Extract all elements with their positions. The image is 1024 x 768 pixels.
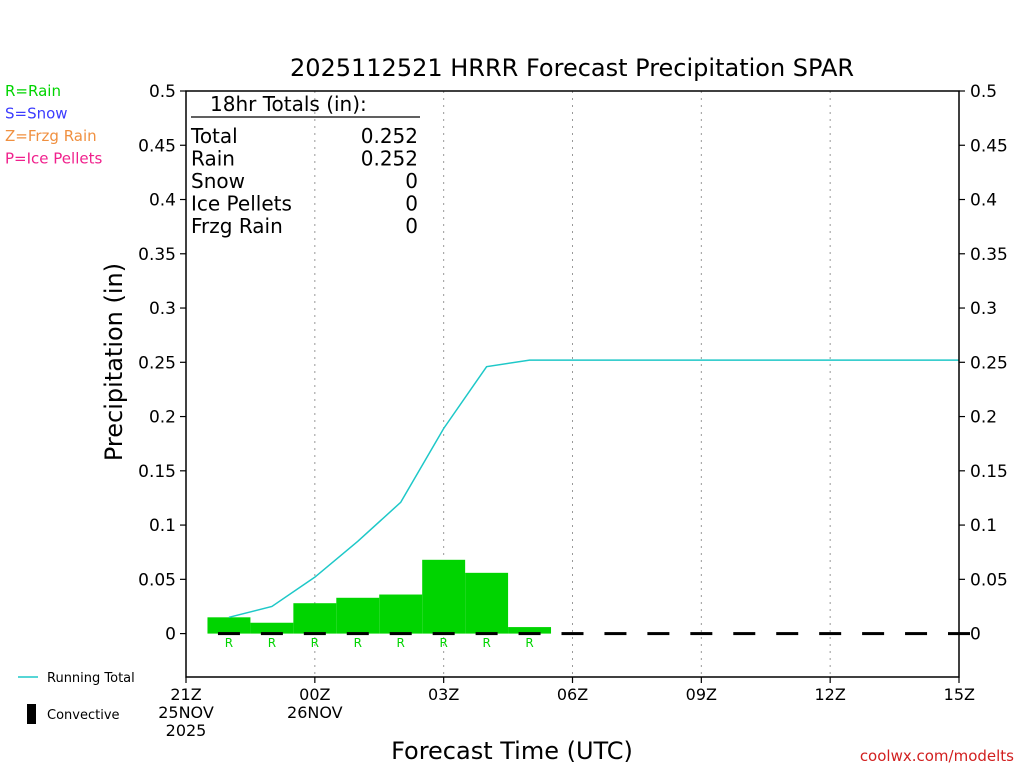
source-credit: coolwx.com/modelts <box>860 747 1014 765</box>
vertical-gridlines <box>314 91 831 677</box>
running-total-line <box>228 359 959 619</box>
y-tick-label: 0.35 <box>138 245 176 265</box>
running-total-line-group <box>228 359 959 619</box>
precip-bar <box>379 594 423 634</box>
chart-title: 2025112521 HRRR Forecast Precipitation S… <box>290 54 854 82</box>
precip-type-label: R <box>354 636 362 650</box>
x-tick-label: 26NOV <box>287 703 343 722</box>
totals-row-label: Ice Pellets <box>191 192 292 216</box>
x-tick-label: 25NOV <box>158 703 214 722</box>
totals-row-value: 0 <box>405 214 418 238</box>
x-tick-label: 06Z <box>557 685 588 704</box>
convective-bar <box>475 632 498 636</box>
precip-type-label: R <box>397 636 405 650</box>
precip-bar <box>293 603 337 634</box>
convective-bar <box>389 632 412 636</box>
convective-bar <box>432 632 455 636</box>
precip-bar <box>422 559 466 634</box>
convective-legend-swatch <box>27 704 36 724</box>
precip-bar <box>465 572 509 634</box>
totals-row-value: 0.252 <box>361 147 418 171</box>
x-tick-label: 15Z <box>944 685 975 704</box>
totals-row-value: 0 <box>405 192 418 216</box>
y-tick-label: 0.25 <box>138 353 176 373</box>
y-tick-label: 0.2 <box>149 408 176 428</box>
x-tick-label: 2025 <box>166 721 207 740</box>
convective-bar <box>518 632 541 636</box>
y-tick-label-right: 0.5 <box>970 82 997 102</box>
convective-bar <box>647 632 670 636</box>
precip-type-key-item: P=Ice Pellets <box>5 150 102 168</box>
precip-bar <box>508 627 552 634</box>
convective-bar <box>346 632 369 636</box>
totals-row-label: Total <box>190 124 238 148</box>
y-tick-label: 0.05 <box>138 570 176 590</box>
x-axis-label: Forecast Time (UTC) <box>391 737 633 765</box>
y-tick-label: 0.1 <box>149 516 176 536</box>
legend-label: Running Total <box>47 671 135 686</box>
totals-row-value: 0 <box>405 169 418 193</box>
x-tick-label: 00Z <box>299 685 330 704</box>
totals-row-value: 0.252 <box>361 124 418 148</box>
y-tick-label-right: 0.4 <box>970 191 997 211</box>
convective-bar <box>303 632 326 636</box>
y-tick-label-right: 0.1 <box>970 516 997 536</box>
precip-type-key: R=Rain S=Snow Z=Frzg Rain P=Ice Pellets <box>5 82 102 168</box>
precip-type-label: R <box>225 636 233 650</box>
y-tick-label-right: 0.25 <box>970 353 1008 373</box>
y-tick-label: 0.4 <box>149 191 176 211</box>
y-tick-label-right: 0.45 <box>970 136 1008 156</box>
convective-bar <box>733 632 756 636</box>
precip-type-key-item: S=Snow <box>5 105 68 123</box>
totals-row-label: Snow <box>191 169 245 193</box>
y-axis-left: 0 0.05 0.1 0.15 0.2 0.25 0.3 0.35 0.4 0.45 0.5 <box>138 82 186 645</box>
x-tick-label: 21Z <box>170 685 201 704</box>
y-tick-label-right: 0 <box>970 625 981 645</box>
totals-row-label: Rain <box>191 147 235 171</box>
y-tick-label: 0.45 <box>138 136 176 156</box>
precip-type-label: R <box>311 636 319 650</box>
convective-bar <box>260 632 283 636</box>
x-tick-label: 09Z <box>686 685 717 704</box>
convective-bar <box>862 632 885 636</box>
precip-bars <box>207 559 552 634</box>
convective-bar <box>905 632 928 636</box>
convective-bar <box>561 632 584 636</box>
x-tick-label: 03Z <box>428 685 459 704</box>
precip-bar <box>250 622 294 634</box>
y-tick-label-right: 0.05 <box>970 570 1008 590</box>
legend-label: Convective <box>47 708 120 723</box>
precip-type-key-item: R=Rain <box>5 82 61 100</box>
y-tick-label-right: 0.15 <box>970 462 1008 482</box>
convective-bar <box>604 632 627 636</box>
precip-type-label: R <box>482 636 490 650</box>
precip-bar <box>336 597 380 634</box>
y-tick-label: 0.3 <box>149 299 176 319</box>
y-axis-label: Precipitation (in) <box>100 263 128 461</box>
totals-row-label: Frzg Rain <box>191 214 283 238</box>
convective-bar <box>776 632 799 636</box>
precip-bar <box>207 617 251 634</box>
y-tick-label-right: 0.35 <box>970 245 1008 265</box>
precip-type-label: R <box>439 636 447 650</box>
convective-bar <box>690 632 713 636</box>
y-axis-right: 0 0.05 0.1 0.15 0.2 0.25 0.3 0.35 0.4 0.45 0.5 <box>959 82 1008 645</box>
legend: Running Total Convective <box>18 671 135 724</box>
x-tick-label: 12Z <box>815 685 846 704</box>
y-tick-label-right: 0.3 <box>970 299 997 319</box>
y-tick-label: 0 <box>165 625 176 645</box>
convective-bar <box>217 632 240 636</box>
precip-type-key-item: Z=Frzg Rain <box>5 127 97 145</box>
convective-bar <box>819 632 842 636</box>
y-tick-label-right: 0.2 <box>970 408 997 428</box>
y-tick-label: 0.5 <box>149 82 176 102</box>
totals-header: 18hr Totals (in): <box>210 92 367 116</box>
totals-box: 18hr Totals (in): Total 0.252 Rain 0.252 Snow… <box>190 92 420 238</box>
precip-type-label: R <box>268 636 276 650</box>
precip-type-label: R <box>525 636 533 650</box>
y-tick-label: 0.15 <box>138 462 176 482</box>
